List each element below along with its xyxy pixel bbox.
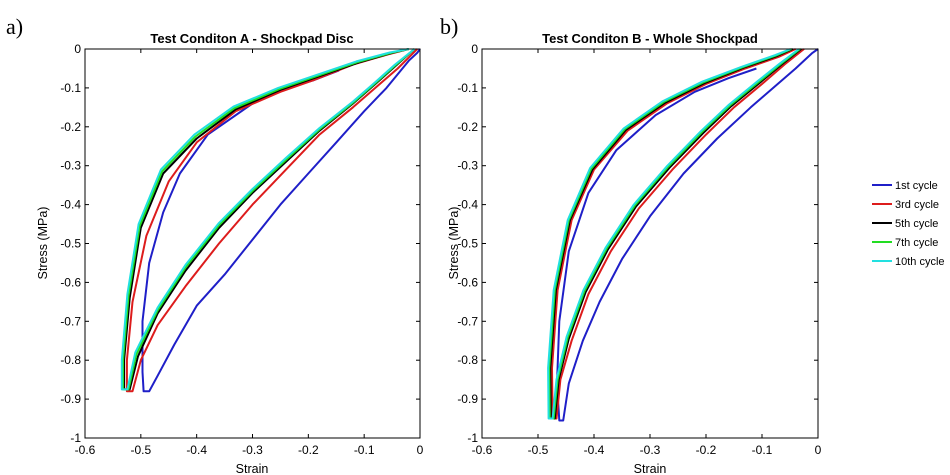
panel-b-series-line-5 [547,48,800,420]
panel-a-xlabel: Strain [236,462,269,475]
panel-b-y-tick-label: -0.6 [457,275,478,289]
panel-a-ylabel: Stress (MPa) [36,207,50,280]
legend-label: 7th cycle [895,237,938,249]
panel-b-x-tick-label: -0.3 [640,443,661,457]
panel-b-y-tick-label: -0.4 [457,198,478,212]
panel-a-x-tick-label: -0.1 [354,443,375,457]
panel-a-y-tick-label: 0 [74,42,81,56]
panel-b-plot: -0.6 -0.5 -0.4 -0.3 -0.2 -0.1 0 0 -0.1 -0.2 -0.3 -0… [457,42,821,457]
panel-a-x-tick-label: -0.2 [298,443,319,457]
panel-a-y-tick-label: -0.1 [60,81,81,95]
panel-a-series-line-1 [141,48,421,393]
panel-b-x-tick-label: -0.2 [696,443,717,457]
panel-a-y-tick-label: -0.2 [60,120,81,134]
panel-a-series-line-5 [120,48,416,391]
panel-b-series-line-3 [549,48,802,420]
panel-a-plot: -0.6 -0.5 -0.4 -0.3 -0.2 -0.1 0 0 -0.1 -0.2 -0.3 -0… [60,42,423,457]
panel-a-y-tick-label: -0.8 [60,353,81,367]
panel-b-x-tick-label: -0.6 [472,443,493,457]
panel-b-x-tick-label: 0 [815,443,822,457]
panel-b-x-tick-label: -0.5 [528,443,549,457]
panel-a-y-tick-label: -0.6 [60,275,81,289]
panel-b-series-line-2 [551,48,805,420]
panel-b-xlabel: Strain [634,462,667,475]
panel-b-y-tick-label: 0 [471,42,478,56]
panel-b-y-tick-label: -0.1 [457,81,478,95]
panel-b-series-line-1 [556,48,819,422]
panel-b-y-tick-label: -0.5 [457,237,478,251]
panel-a-x-tick-label: -0.3 [242,443,263,457]
panel-b-y-tick-label: -0.7 [457,314,478,328]
legend-label: 5th cycle [895,218,938,230]
panel-b-x-tick-label: -0.1 [752,443,773,457]
panel-a-label: a) [6,14,23,39]
panel-a-x-tick-label: -0.6 [75,443,96,457]
legend-label: 3rd cycle [895,199,939,211]
panel-b-title: Test Conditon B - Whole Shockpad [542,31,758,46]
panel-a-x-tick-label: -0.4 [186,443,207,457]
panel-b-y-tick-label: -1 [467,431,478,445]
panel-b-y-tick-label: -0.2 [457,120,478,134]
panel-a: a) Test Conditon A - Shockpad Disc -0.6-… [6,14,424,475]
panel-a-y-tick-label: -0.7 [60,314,81,328]
panel-a-y-tick-label: -0.3 [60,159,81,173]
panel-a-title: Test Conditon A - Shockpad Disc [150,31,353,46]
panel-b-x-tick-label: -0.4 [584,443,605,457]
panel-a-y-tick-label: -0.4 [60,198,81,212]
panel-b-label: b) [440,14,458,39]
legend-label: 1st cycle [895,180,938,192]
panel-a-y-tick-label: -0.9 [60,392,81,406]
panel-b-series-line-4 [548,48,801,420]
panel-a-x-tick-label: 0 [417,443,424,457]
panel-a-y-tick-label: -0.5 [60,237,81,251]
panel-a-x-tick-label: -0.5 [130,443,151,457]
panel-b-y-tick-label: -0.3 [457,159,478,173]
panel-b: b) Test Conditon B - Whole Shockpad -0.6… [440,14,822,475]
panel-b-axes-frame [481,48,819,439]
legend-label: 10th cycle [895,256,945,268]
panel-b-y-tick-label: -0.9 [457,392,478,406]
panel-b-y-tick-label: -0.8 [457,353,478,367]
panel-a-y-tick-label: -1 [70,431,81,445]
legend: 1st cycle 3rd cycle 5th cycle 7th cycle 10th… [872,180,945,268]
panel-b-ylabel: Stress (MPa) [447,207,461,280]
panel-a-series-line-2 [125,48,418,393]
